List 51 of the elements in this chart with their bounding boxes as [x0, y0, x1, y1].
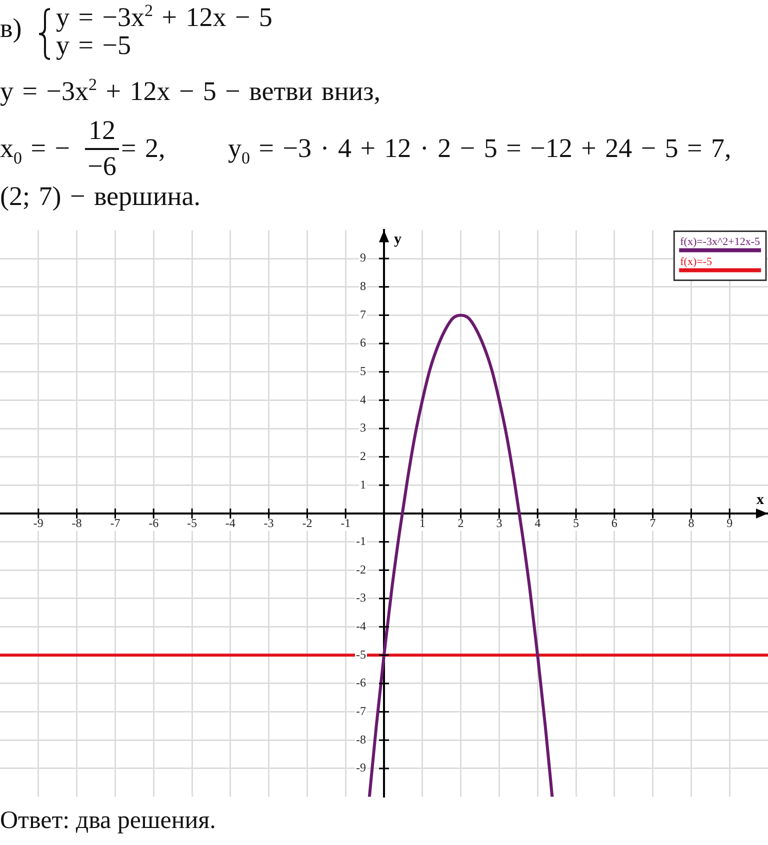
y-tick-label: -5	[356, 647, 366, 662]
y-tick-label: 3	[360, 420, 366, 435]
x-tick-label: -2	[302, 516, 312, 530]
y-tick-label: -8	[356, 732, 366, 746]
y-tick-label: 8	[360, 279, 366, 294]
x-tick-label: 9	[726, 516, 733, 530]
y-tick-label: -7	[356, 704, 366, 718]
y-tick-label: -9	[356, 760, 366, 775]
text: y = −3x$^{2}$ + 12x − 5 − ветви вниз,	[0, 75, 381, 106]
y-tick-label: 5	[360, 364, 366, 378]
x-tick-label: 7	[650, 516, 656, 530]
x-tick-label: -4	[225, 516, 236, 530]
x-tick-label: 2	[458, 516, 464, 530]
y-tick-label: 9	[360, 250, 366, 265]
y-tick-label: 6	[360, 336, 366, 350]
x-tick-label: 5	[573, 516, 579, 530]
x-tick-label: 6	[611, 516, 618, 530]
y-tick-label: -3	[356, 590, 366, 605]
y-tick-label: 2	[360, 448, 366, 463]
x-tick-label: -7	[110, 516, 120, 530]
x-tick-label: -5	[187, 516, 197, 530]
text: x$_{0}$ = −	[0, 133, 70, 168]
x-tick-label: -3	[264, 516, 274, 530]
text: y$_{0}$ = −3 · 4 + 12 · 2 − 5 = −12 + 24 − 5 = 7,	[228, 133, 732, 168]
text: −6	[86, 151, 118, 181]
x-tick-label: -1	[340, 516, 351, 530]
y-tick-label: -6	[356, 676, 366, 690]
text: (2; 7) − вершина.	[0, 181, 200, 211]
text: в)	[0, 13, 22, 43]
text: Ответ: два решения.	[0, 807, 216, 834]
y-tick-label: -1	[356, 534, 366, 548]
x-tick-label: 3	[496, 516, 502, 530]
y-tick-label: -2	[356, 562, 366, 576]
text: y = −3x$^{2}$ + 12x − 5	[56, 1, 272, 32]
y-tick-label: -4	[356, 618, 366, 633]
x-tick-label: 1	[419, 516, 426, 530]
x-tick-label: 8	[688, 516, 694, 530]
text: = 2,	[121, 133, 166, 163]
line-series	[368, 314, 554, 797]
x-tick-label: 4	[534, 516, 541, 530]
text: f(x)=-5	[680, 256, 712, 268]
y-tick-label: 7	[360, 307, 366, 322]
text: 12	[85, 115, 119, 150]
x-axis-title: x	[756, 492, 764, 508]
y-axis-title: y	[394, 232, 402, 248]
y-tick-label: 1	[360, 477, 366, 492]
x-tick-label: -6	[148, 516, 159, 530]
x-tick-label: -8	[72, 516, 82, 530]
x-tick-label: -9	[33, 516, 44, 530]
y-tick-label: 4	[360, 392, 366, 406]
text: f(x)=-3x^2+12x-5	[680, 236, 760, 248]
